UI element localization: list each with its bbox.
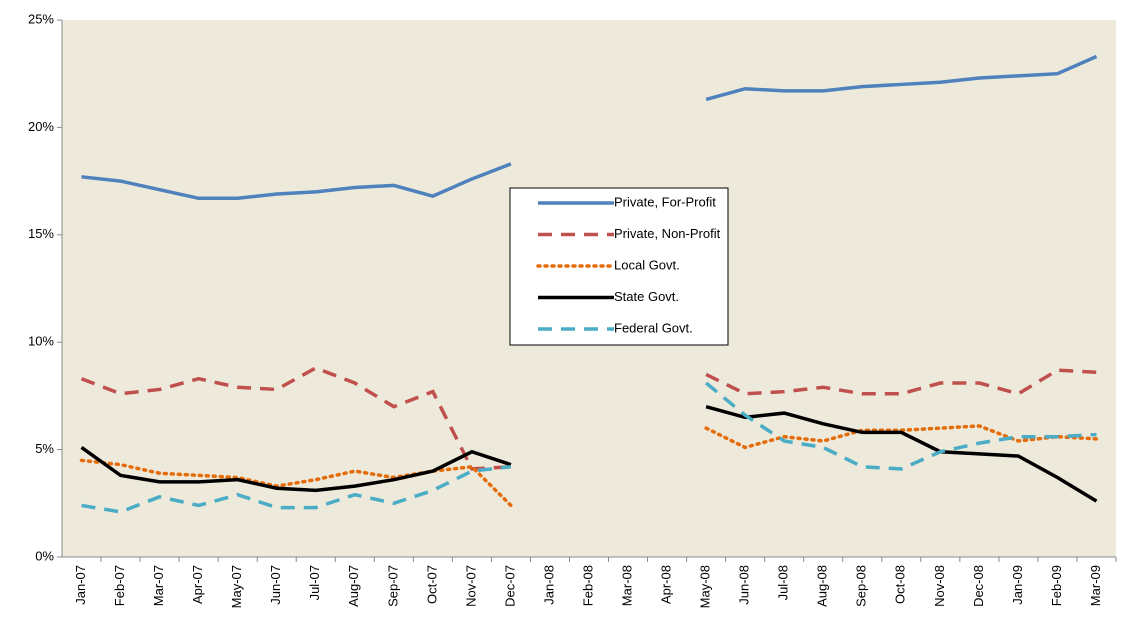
y-tick-label: 10% bbox=[28, 334, 54, 349]
x-tick-label: Jan-09 bbox=[1010, 565, 1025, 605]
x-tick-label: Feb-07 bbox=[112, 565, 127, 606]
series-line bbox=[81, 54, 1098, 201]
series-line bbox=[80, 404, 1098, 503]
x-tick-label: Nov-08 bbox=[932, 565, 947, 607]
x-tick-label: Jul-07 bbox=[307, 565, 322, 600]
x-tick-label: Nov-07 bbox=[463, 565, 478, 607]
x-tick-label: Oct-07 bbox=[424, 565, 439, 604]
x-tick-label: Aug-08 bbox=[815, 565, 830, 607]
x-tick-label: Mar-07 bbox=[151, 565, 166, 606]
legend-label: Private, Non-Profit bbox=[614, 226, 721, 241]
x-tick-label: Apr-08 bbox=[659, 565, 674, 604]
x-tick-label: Dec-07 bbox=[502, 565, 517, 607]
legend-label: Private, For-Profit bbox=[614, 194, 716, 209]
x-tick-label: Jul-08 bbox=[776, 565, 791, 600]
x-tick-label: Sep-08 bbox=[854, 565, 869, 607]
legend-label: State Govt. bbox=[614, 289, 679, 304]
legend-label: Federal Govt. bbox=[614, 320, 693, 335]
y-tick-label: 0% bbox=[35, 548, 54, 563]
x-tick-label: Jun-07 bbox=[268, 565, 283, 605]
x-tick-label: Jan-08 bbox=[541, 565, 556, 605]
x-tick-label: Apr-07 bbox=[190, 565, 205, 604]
y-tick-label: 25% bbox=[28, 11, 54, 26]
legend-label: Local Govt. bbox=[614, 257, 680, 272]
x-tick-label: Jan-07 bbox=[73, 565, 88, 605]
x-tick-label: May-08 bbox=[698, 565, 713, 608]
y-tick-label: 5% bbox=[35, 441, 54, 456]
x-tick-label: Aug-07 bbox=[346, 565, 361, 607]
y-tick-label: 20% bbox=[28, 119, 54, 134]
x-tick-label: May-07 bbox=[229, 565, 244, 608]
x-tick-label: Oct-08 bbox=[893, 565, 908, 604]
x-tick-label: Mar-08 bbox=[619, 565, 634, 606]
series-line bbox=[81, 381, 1097, 514]
x-tick-label: Dec-08 bbox=[971, 565, 986, 607]
series-line bbox=[79, 424, 1099, 508]
legend: Private, For-Profit Private, Non-Profit Lo… bbox=[509, 187, 729, 346]
x-tick-label: Jun-08 bbox=[737, 565, 752, 605]
y-tick-label: 15% bbox=[28, 226, 54, 241]
series-line bbox=[80, 366, 1097, 471]
x-tick-label: Feb-08 bbox=[580, 565, 595, 606]
x-tick-label: Sep-07 bbox=[385, 565, 400, 607]
x-tick-label: Feb-09 bbox=[1049, 565, 1064, 606]
x-tick-label: Mar-09 bbox=[1088, 565, 1103, 606]
